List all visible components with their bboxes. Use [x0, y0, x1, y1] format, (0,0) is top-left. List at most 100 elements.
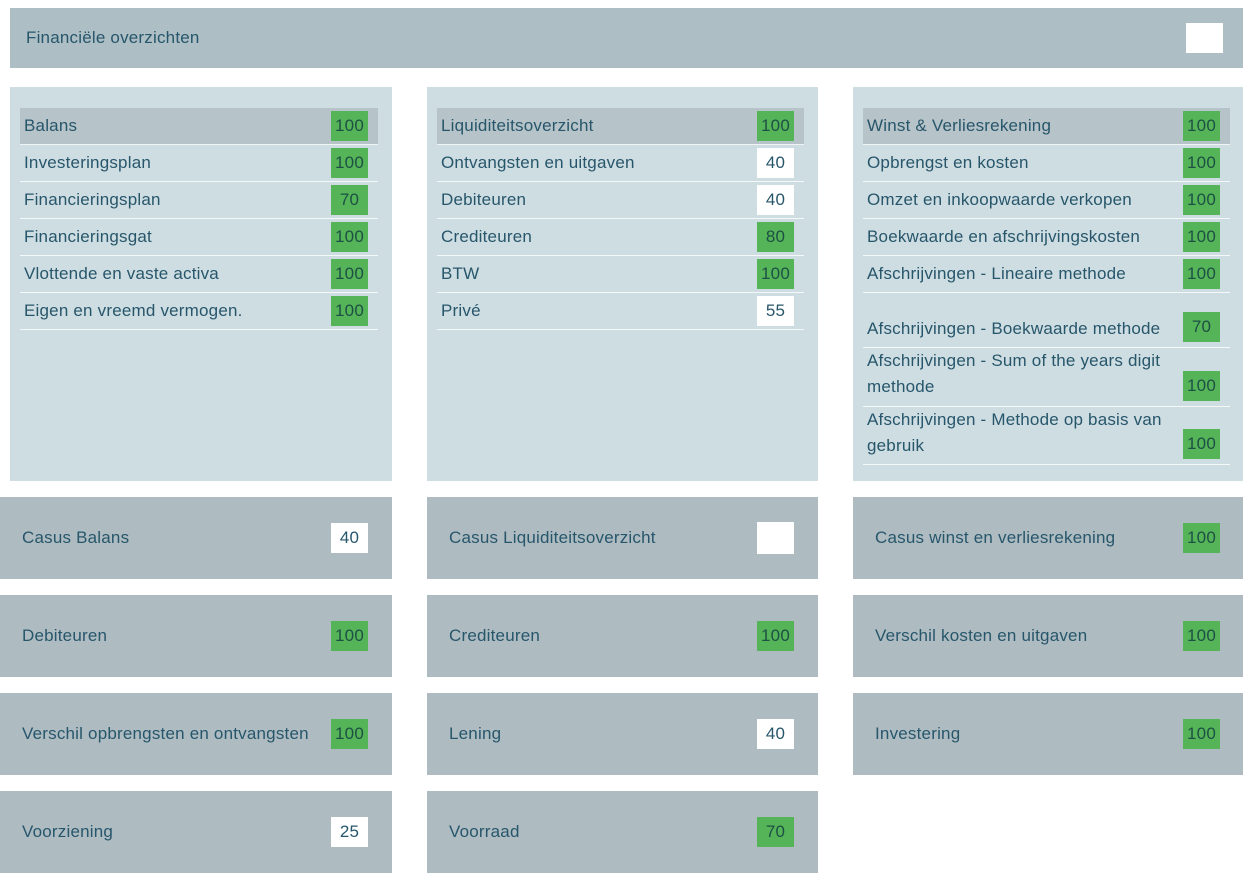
case-card[interactable]: Verschil kosten en uitgaven 100 — [853, 595, 1243, 677]
topic-row[interactable]: Boekwaarde en afschrijvingskosten 100 — [863, 219, 1230, 256]
topic-label: Crediteuren — [441, 226, 533, 246]
topic-label: Boekwaarde en afschrijvingskosten — [867, 226, 1141, 246]
topic-label: Liquiditeitsoverzicht — [441, 115, 594, 135]
topic-label: Financieringsgat — [24, 226, 152, 246]
topic-row[interactable]: Financieringsplan 70 — [20, 182, 378, 219]
card-row: Voorziening 25 Voorraad 70 — [0, 791, 1243, 873]
topic-label: Casus winst en verliesrekening — [875, 527, 1116, 547]
score-badge: 100 — [1183, 621, 1220, 651]
topic-row[interactable]: Ontvangsten en uitgaven 40 — [437, 145, 804, 182]
topic-label: Lening — [449, 723, 502, 743]
topic-row[interactable]: Opbrengst en kosten 100 — [863, 145, 1230, 182]
panel-winst-verlies: Winst & Verliesrekening 100 Opbrengst en k… — [853, 87, 1243, 481]
score-badge: 100 — [331, 222, 368, 252]
score-badge — [757, 522, 794, 554]
topic-label: Eigen en vreemd vermogen. — [24, 300, 243, 320]
score-badge: 40 — [757, 719, 794, 749]
topic-label: Opbrengst en kosten — [867, 152, 1029, 172]
page-title: Financiële overzichten — [26, 28, 200, 47]
score-badge: 100 — [331, 621, 368, 651]
header-score-badge — [1186, 23, 1223, 53]
score-badge: 100 — [757, 111, 794, 141]
topic-row[interactable]: Investeringsplan 100 — [20, 145, 378, 182]
topic-row[interactable]: BTW 100 — [437, 256, 804, 293]
topic-label: Voorziening — [22, 821, 114, 841]
score-badge: 100 — [331, 719, 368, 749]
case-card[interactable]: Casus winst en verliesrekening 100 — [853, 497, 1243, 579]
topic-label: Balans — [24, 115, 78, 135]
topic-row[interactable]: Afschrijvingen - Boekwaarde methode 70 — [863, 293, 1230, 348]
score-badge: 70 — [331, 185, 368, 215]
topic-label: Afschrijvingen - Sum of the years digit … — [867, 351, 1161, 397]
topic-row[interactable]: Omzet en inkoopwaarde verkopen 100 — [863, 182, 1230, 219]
empty-slot — [853, 791, 1243, 873]
score-badge: 100 — [1183, 111, 1220, 141]
topic-label: Privé — [441, 300, 481, 320]
topic-label: BTW — [441, 263, 480, 283]
score-badge: 40 — [757, 148, 794, 178]
header-bar: Financiële overzichten — [10, 8, 1243, 68]
score-badge: 100 — [1183, 523, 1220, 553]
panel-balans: Balans 100 Investeringsplan 100 Financiering… — [10, 87, 392, 481]
topic-label: Debiteuren — [441, 189, 527, 209]
topic-row[interactable]: Privé 55 — [437, 293, 804, 330]
topic-row[interactable]: Liquiditeitsoverzicht 100 — [437, 108, 804, 145]
case-card[interactable]: Verschil opbrengsten en ontvangsten 100 — [0, 693, 392, 775]
topic-label: Investeringsplan — [24, 152, 151, 172]
score-badge: 55 — [757, 296, 794, 326]
score-badge: 100 — [331, 259, 368, 289]
topic-label: Afschrijvingen - Lineaire methode — [867, 263, 1126, 283]
case-card[interactable]: Crediteuren 100 — [427, 595, 818, 677]
topic-label: Investering — [875, 723, 961, 743]
case-card[interactable]: Investering 100 — [853, 693, 1243, 775]
score-badge: 100 — [1183, 259, 1220, 289]
score-badge: 100 — [1183, 185, 1220, 215]
topic-label: Verschil kosten en uitgaven — [875, 625, 1088, 645]
topic-row[interactable]: Afschrijvingen - Sum of the years digit … — [863, 348, 1230, 407]
topic-label: Voorraad — [449, 821, 520, 841]
score-badge: 100 — [757, 621, 794, 651]
case-card[interactable]: Voorraad 70 — [427, 791, 818, 873]
topic-row[interactable]: Financieringsgat 100 — [20, 219, 378, 256]
topic-row[interactable]: Afschrijvingen - Lineaire methode 100 — [863, 256, 1230, 293]
score-badge: 100 — [331, 148, 368, 178]
score-badge: 40 — [757, 185, 794, 215]
score-badge: 100 — [1183, 370, 1220, 401]
score-badge: 100 — [1183, 222, 1220, 252]
case-card[interactable]: Casus Balans 40 — [0, 497, 392, 579]
score-badge: 40 — [331, 523, 368, 553]
topic-row[interactable]: Afschrijvingen - Methode op basis van ge… — [863, 407, 1230, 466]
score-badge: 100 — [757, 259, 794, 289]
topic-row[interactable]: Crediteuren 80 — [437, 219, 804, 256]
topic-row[interactable]: Eigen en vreemd vermogen. 100 — [20, 293, 378, 330]
topic-row[interactable]: Balans 100 — [20, 108, 378, 145]
panel-liquiditeit: Liquiditeitsoverzicht 100 Ontvangsten en u… — [427, 87, 818, 481]
case-cards: Casus Balans 40 Casus Liquiditeitsoverzich… — [0, 497, 1243, 873]
topic-label: Winst & Verliesrekening — [867, 115, 1052, 135]
topic-row[interactable]: Debiteuren 40 — [437, 182, 804, 219]
topic-label: Afschrijvingen - Boekwaarde methode — [867, 318, 1161, 338]
score-badge: 80 — [757, 222, 794, 252]
topic-label: Financieringsplan — [24, 189, 161, 209]
card-row: Casus Balans 40 Casus Liquiditeitsoverzich… — [0, 497, 1243, 579]
topic-label: Verschil opbrengsten en ontvangsten — [22, 723, 309, 743]
score-badge: 25 — [331, 817, 368, 847]
topic-label: Vlottende en vaste activa — [24, 263, 219, 283]
topic-panels: Balans 100 Investeringsplan 100 Financiering… — [10, 87, 1243, 481]
card-row: Verschil opbrengsten en ontvangsten 100 Le… — [0, 693, 1243, 775]
score-badge: 100 — [1183, 719, 1220, 749]
topic-label: Ontvangsten en uitgaven — [441, 152, 635, 172]
score-badge: 70 — [757, 817, 794, 847]
score-badge: 100 — [331, 296, 368, 326]
case-card[interactable]: Voorziening 25 — [0, 791, 392, 873]
topic-row[interactable]: Vlottende en vaste activa 100 — [20, 256, 378, 293]
case-card[interactable]: Casus Liquiditeitsoverzicht — [427, 497, 818, 579]
topic-row[interactable]: Winst & Verliesrekening 100 — [863, 108, 1230, 145]
topic-label: Debiteuren — [22, 625, 108, 645]
score-badge: 100 — [331, 111, 368, 141]
score-badge: 70 — [1183, 312, 1220, 342]
topic-label: Casus Liquiditeitsoverzicht — [449, 527, 656, 547]
topic-label: Crediteuren — [449, 625, 541, 645]
case-card[interactable]: Debiteuren 100 — [0, 595, 392, 677]
case-card[interactable]: Lening 40 — [427, 693, 818, 775]
